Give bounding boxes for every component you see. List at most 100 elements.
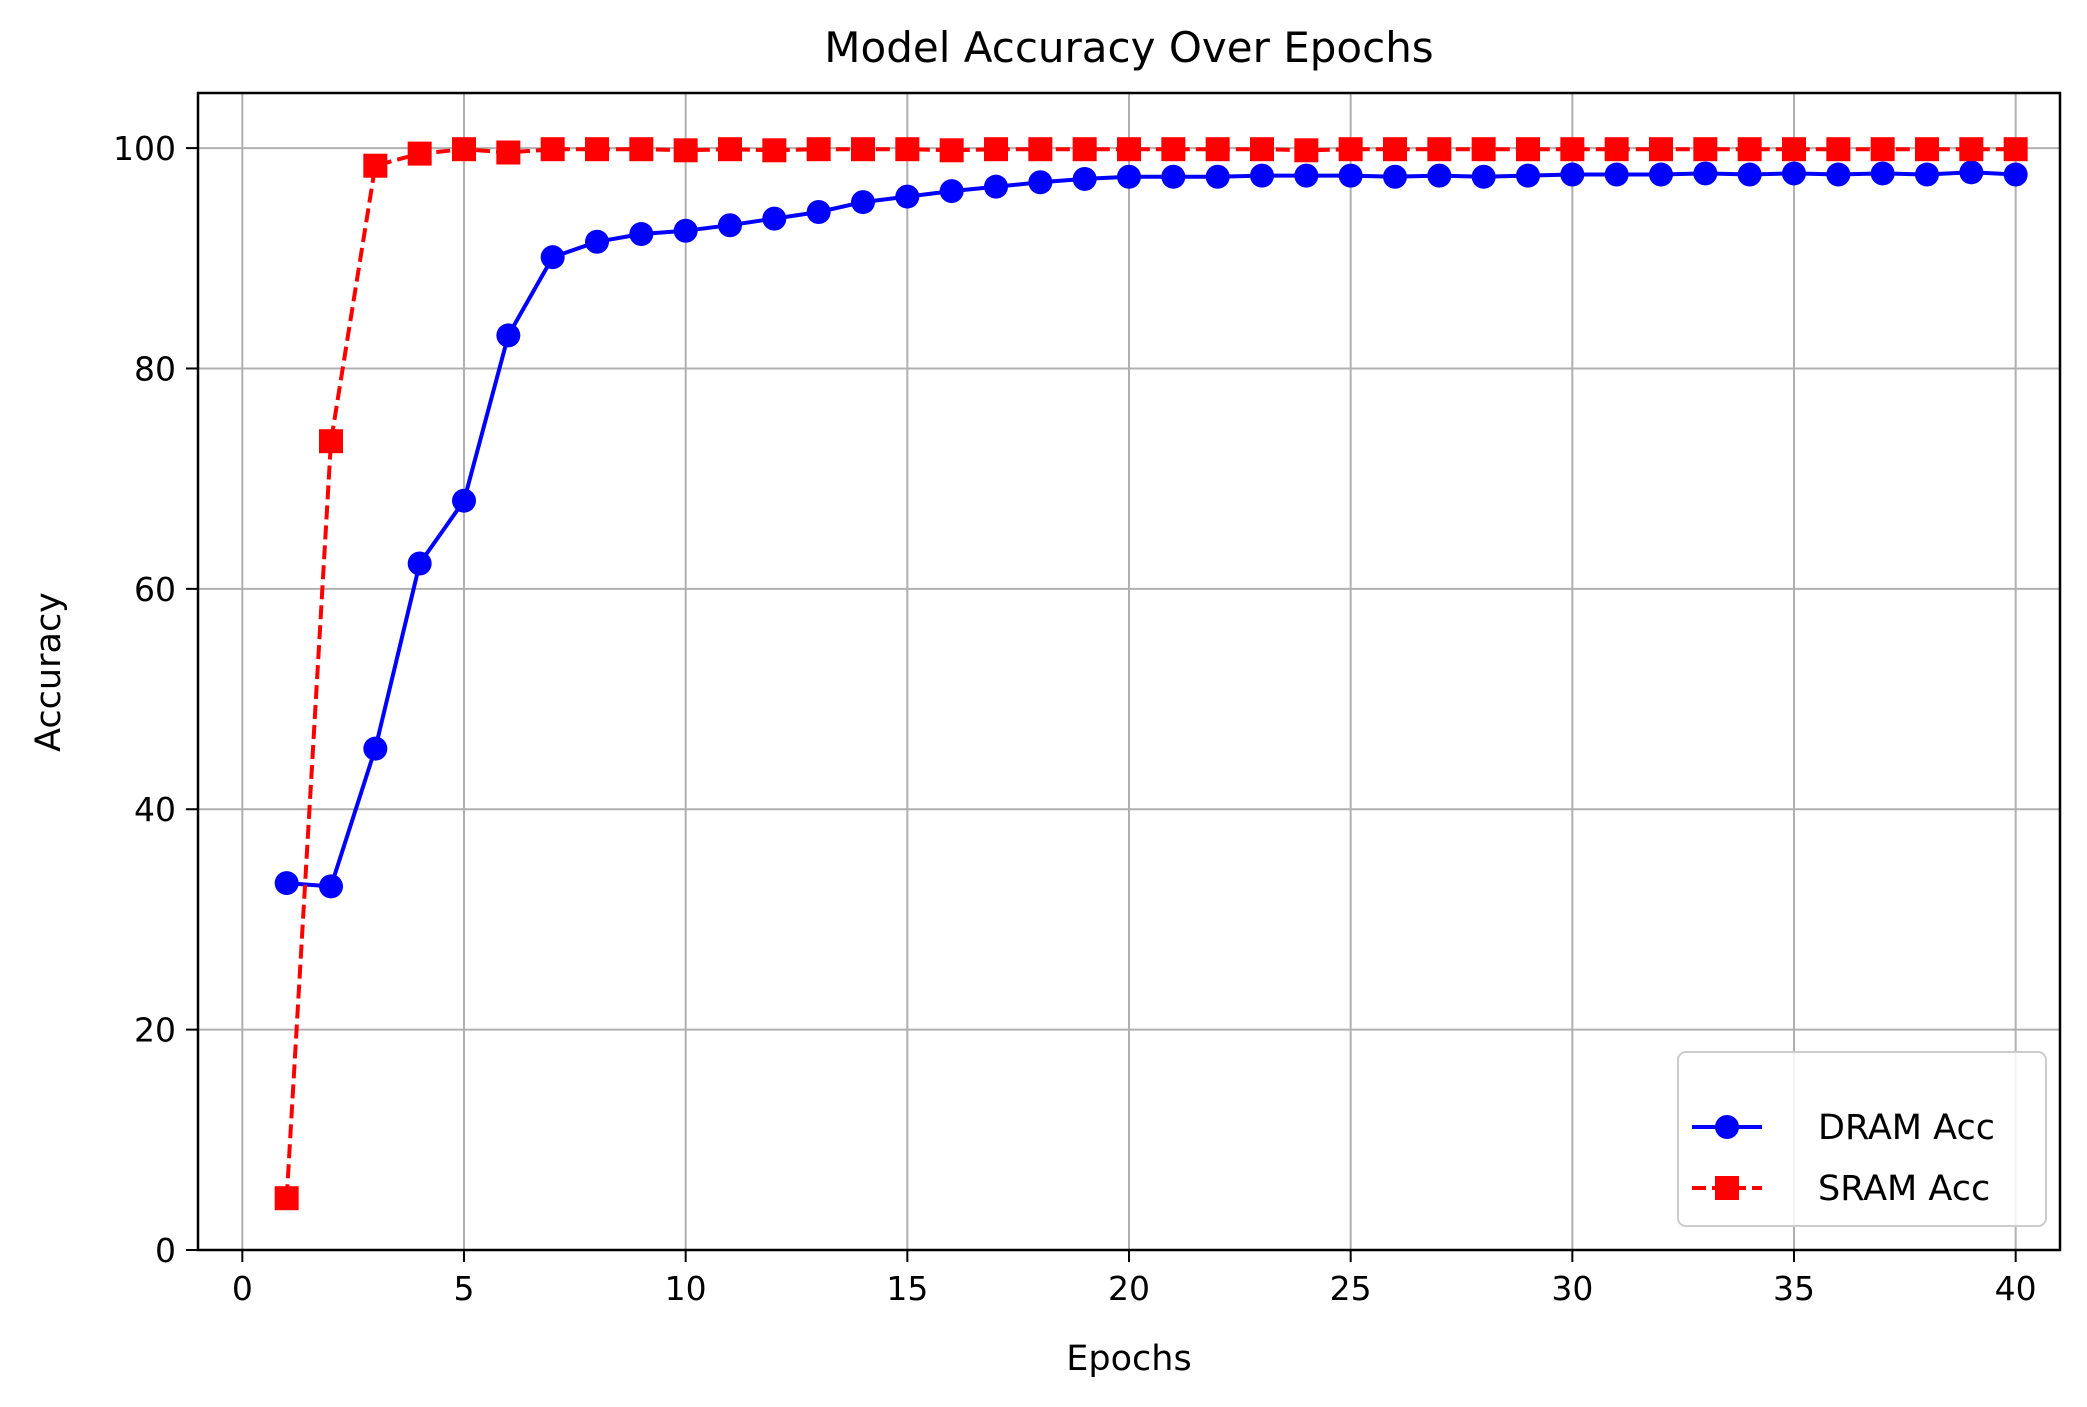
data-point xyxy=(762,206,787,231)
data-point xyxy=(673,138,698,163)
data-point xyxy=(1737,137,1762,162)
data-point xyxy=(1117,137,1141,162)
data-point xyxy=(1338,163,1363,188)
data-point xyxy=(319,429,343,454)
data-point xyxy=(1338,137,1363,162)
data-point xyxy=(585,137,609,162)
y-tick-label: 80 xyxy=(134,349,176,388)
data-point xyxy=(1826,162,1851,187)
data-point xyxy=(895,184,920,209)
data-point xyxy=(1205,137,1230,162)
data-point xyxy=(806,200,831,225)
legend-marker xyxy=(1715,1115,1739,1139)
data-point xyxy=(762,138,787,163)
data-point xyxy=(1604,162,1629,187)
data-point xyxy=(2003,162,2028,187)
data-point xyxy=(1250,137,1274,162)
data-point xyxy=(1250,163,1274,188)
data-point xyxy=(984,174,1008,199)
chart-title: Model Accuracy Over Epochs xyxy=(824,23,1433,72)
y-axis-label: Accuracy xyxy=(29,592,69,752)
legend: DRAM Acc SRAM Acc xyxy=(1677,1051,2047,1227)
data-point xyxy=(274,1186,299,1211)
axis-ticks: 0 5 10 15 20 25 30 35 40 0 20 40 60 80 100 xyxy=(113,129,2037,1308)
data-point xyxy=(718,213,742,238)
data-point xyxy=(1516,163,1540,188)
data-point xyxy=(1161,137,1186,162)
data-point xyxy=(1516,137,1540,162)
data-point xyxy=(1028,170,1053,195)
data-point xyxy=(1870,161,1895,186)
data-point xyxy=(895,137,920,162)
data-point xyxy=(1117,164,1141,189)
data-point xyxy=(540,137,565,162)
data-point xyxy=(1072,166,1097,191)
x-tick-label: 40 xyxy=(1995,1269,2037,1308)
data-point xyxy=(1693,137,1718,162)
data-point xyxy=(673,218,698,243)
data-point xyxy=(1471,137,1496,162)
data-point xyxy=(496,140,521,165)
data-point xyxy=(496,323,521,348)
x-axis-label: Epochs xyxy=(1066,1339,1191,1379)
x-tick-label: 25 xyxy=(1330,1269,1372,1308)
legend-box xyxy=(1677,1051,2047,1227)
data-point xyxy=(407,551,432,576)
data-point xyxy=(718,137,742,162)
data-point xyxy=(2003,137,2028,162)
data-point xyxy=(1294,138,1319,163)
data-point xyxy=(1649,137,1673,162)
data-point xyxy=(939,138,964,163)
data-point xyxy=(1205,164,1230,189)
data-point xyxy=(1161,164,1186,189)
y-tick-label: 0 xyxy=(155,1231,176,1270)
series-dram-acc xyxy=(274,160,2028,899)
data-point xyxy=(1826,137,1851,162)
data-point xyxy=(1782,137,1806,162)
data-point xyxy=(363,736,388,761)
data-point xyxy=(629,137,654,162)
data-point xyxy=(452,488,476,513)
x-tick-label: 15 xyxy=(886,1269,928,1308)
data-point xyxy=(1560,162,1585,187)
y-tick-label: 20 xyxy=(134,1011,176,1050)
data-point xyxy=(274,871,299,896)
x-tick-label: 20 xyxy=(1108,1269,1150,1308)
data-point xyxy=(1737,162,1762,187)
series-line xyxy=(284,147,2016,1199)
data-point xyxy=(984,137,1008,162)
data-point xyxy=(1383,164,1407,189)
data-point xyxy=(1471,164,1496,189)
data-point xyxy=(1915,162,1939,187)
data-point xyxy=(1294,163,1319,188)
data-point xyxy=(806,137,831,162)
data-point xyxy=(407,141,432,166)
data-point xyxy=(452,137,476,162)
data-point xyxy=(629,222,654,247)
y-tick-label: 40 xyxy=(134,790,176,829)
data-point xyxy=(1427,137,1452,162)
y-tick-label: 100 xyxy=(113,129,176,168)
data-point xyxy=(1649,162,1673,187)
series-line xyxy=(286,170,2016,889)
data-point xyxy=(851,137,875,162)
y-tick-label: 60 xyxy=(134,570,176,609)
data-point xyxy=(1959,160,1984,185)
data-point xyxy=(1383,137,1407,162)
legend-marker xyxy=(1715,1176,1739,1200)
plot-series xyxy=(274,137,2028,1211)
data-point xyxy=(1693,161,1718,186)
legend-label: SRAM Acc xyxy=(1818,1169,1990,1209)
data-point xyxy=(1427,163,1452,188)
x-tick-label: 0 xyxy=(232,1269,253,1308)
data-point xyxy=(1959,137,1984,162)
data-point xyxy=(1028,137,1053,162)
series-sram-acc xyxy=(274,137,2028,1211)
x-tick-label: 10 xyxy=(665,1269,707,1308)
x-tick-label: 5 xyxy=(454,1269,475,1308)
data-point xyxy=(1072,137,1097,162)
data-point xyxy=(363,153,388,178)
data-point xyxy=(585,229,609,254)
data-point xyxy=(540,245,565,270)
